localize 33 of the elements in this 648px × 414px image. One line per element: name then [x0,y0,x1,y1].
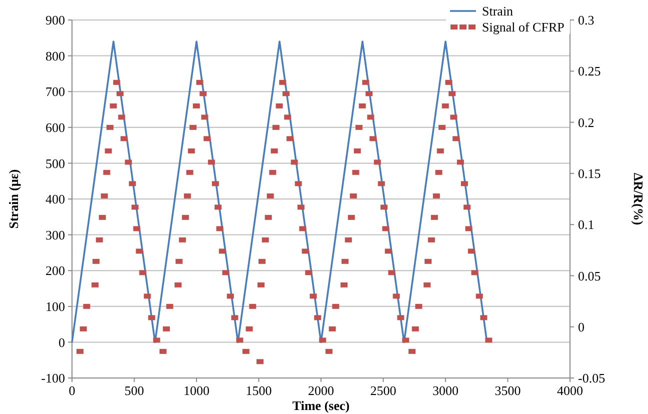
y2-tick-label: 0.3 [578,12,594,28]
y-tick-label: 100 [46,298,65,314]
y2-tick-label: 0 [578,319,584,334]
y-tick-label: 0 [58,334,65,350]
y-tick-label: 300 [46,227,65,242]
x-tick-label: 1000 [184,383,210,398]
x-axis-title: Time (sec) [292,398,350,413]
x-tick-label: 500 [124,383,144,398]
x-tick-label: 0 [68,383,76,398]
y2-tick-label: -0.05 [578,370,606,386]
y2-tick-label: 0.05 [578,268,601,284]
x-tick-label: 1500 [246,383,272,398]
legend-label: Strain [482,4,514,19]
y2-tick-label: 0.15 [578,166,601,181]
x-tick-label: 2500 [370,383,396,398]
y2-axis-title: ΔR/R(%) [631,172,646,226]
x-tick-label: 4000 [557,383,583,398]
y-tick-label: 700 [46,84,65,100]
x-tick-label: 2000 [308,383,334,398]
legend-label: Signal of CFRP [482,20,564,35]
y2-tick-label: 0.1 [578,217,594,232]
x-tick-label: 3000 [432,383,458,398]
y-tick-label: 600 [46,120,65,135]
y-axis-title: Strain (με) [6,169,21,229]
y-tick-label: 800 [46,48,65,64]
y-tick-label: 400 [46,192,65,207]
y2-tick-label: 0.25 [578,64,601,79]
y-tick-label: 900 [46,12,65,28]
y-tick-label: -100 [41,370,65,386]
y2-tick-label: 0.2 [578,114,594,130]
y-tick-label: 200 [46,263,65,278]
x-tick-label: 3500 [494,383,521,398]
y-tick-label: 500 [46,156,65,171]
